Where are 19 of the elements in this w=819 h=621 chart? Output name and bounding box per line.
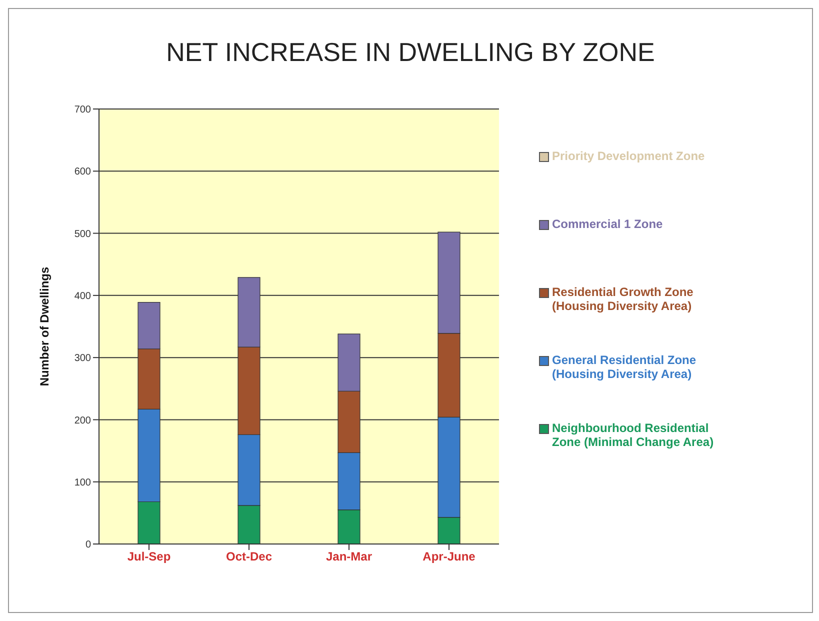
chart-title: NET INCREASE IN DWELLING BY ZONE xyxy=(165,37,656,68)
y-tick-label: 500 xyxy=(74,228,92,240)
y-tick-label: 600 xyxy=(74,166,92,178)
x-tick-label: Oct-Dec xyxy=(226,550,272,564)
legend-label: Residential Growth Zone (Housing Diversity Area) xyxy=(552,285,694,313)
x-tick-label: Jan-Mar xyxy=(326,550,372,564)
y-tick-label: 400 xyxy=(74,290,92,302)
y-tick-label: 200 xyxy=(74,415,92,426)
x-tick-label: Jul-Sep xyxy=(127,550,171,564)
y-tick-label: 700 xyxy=(74,104,92,116)
x-tick-label: Apr-June xyxy=(422,550,476,564)
y-tick-label: 100 xyxy=(74,477,92,488)
legend-label: General Residential Zone (Housing Diversity Area) xyxy=(552,353,698,381)
legend-label: Priority Development Zone xyxy=(552,149,706,163)
legend-label: Neighbourhood Residential Zone (Minimal Change Area) xyxy=(552,421,715,449)
legend-label: Commercial 1 Zone xyxy=(552,217,664,231)
y-axis-title: Number of Dwellings xyxy=(37,266,52,386)
y-tick-label: 300 xyxy=(74,353,92,364)
y-tick-label: 0 xyxy=(85,540,92,551)
